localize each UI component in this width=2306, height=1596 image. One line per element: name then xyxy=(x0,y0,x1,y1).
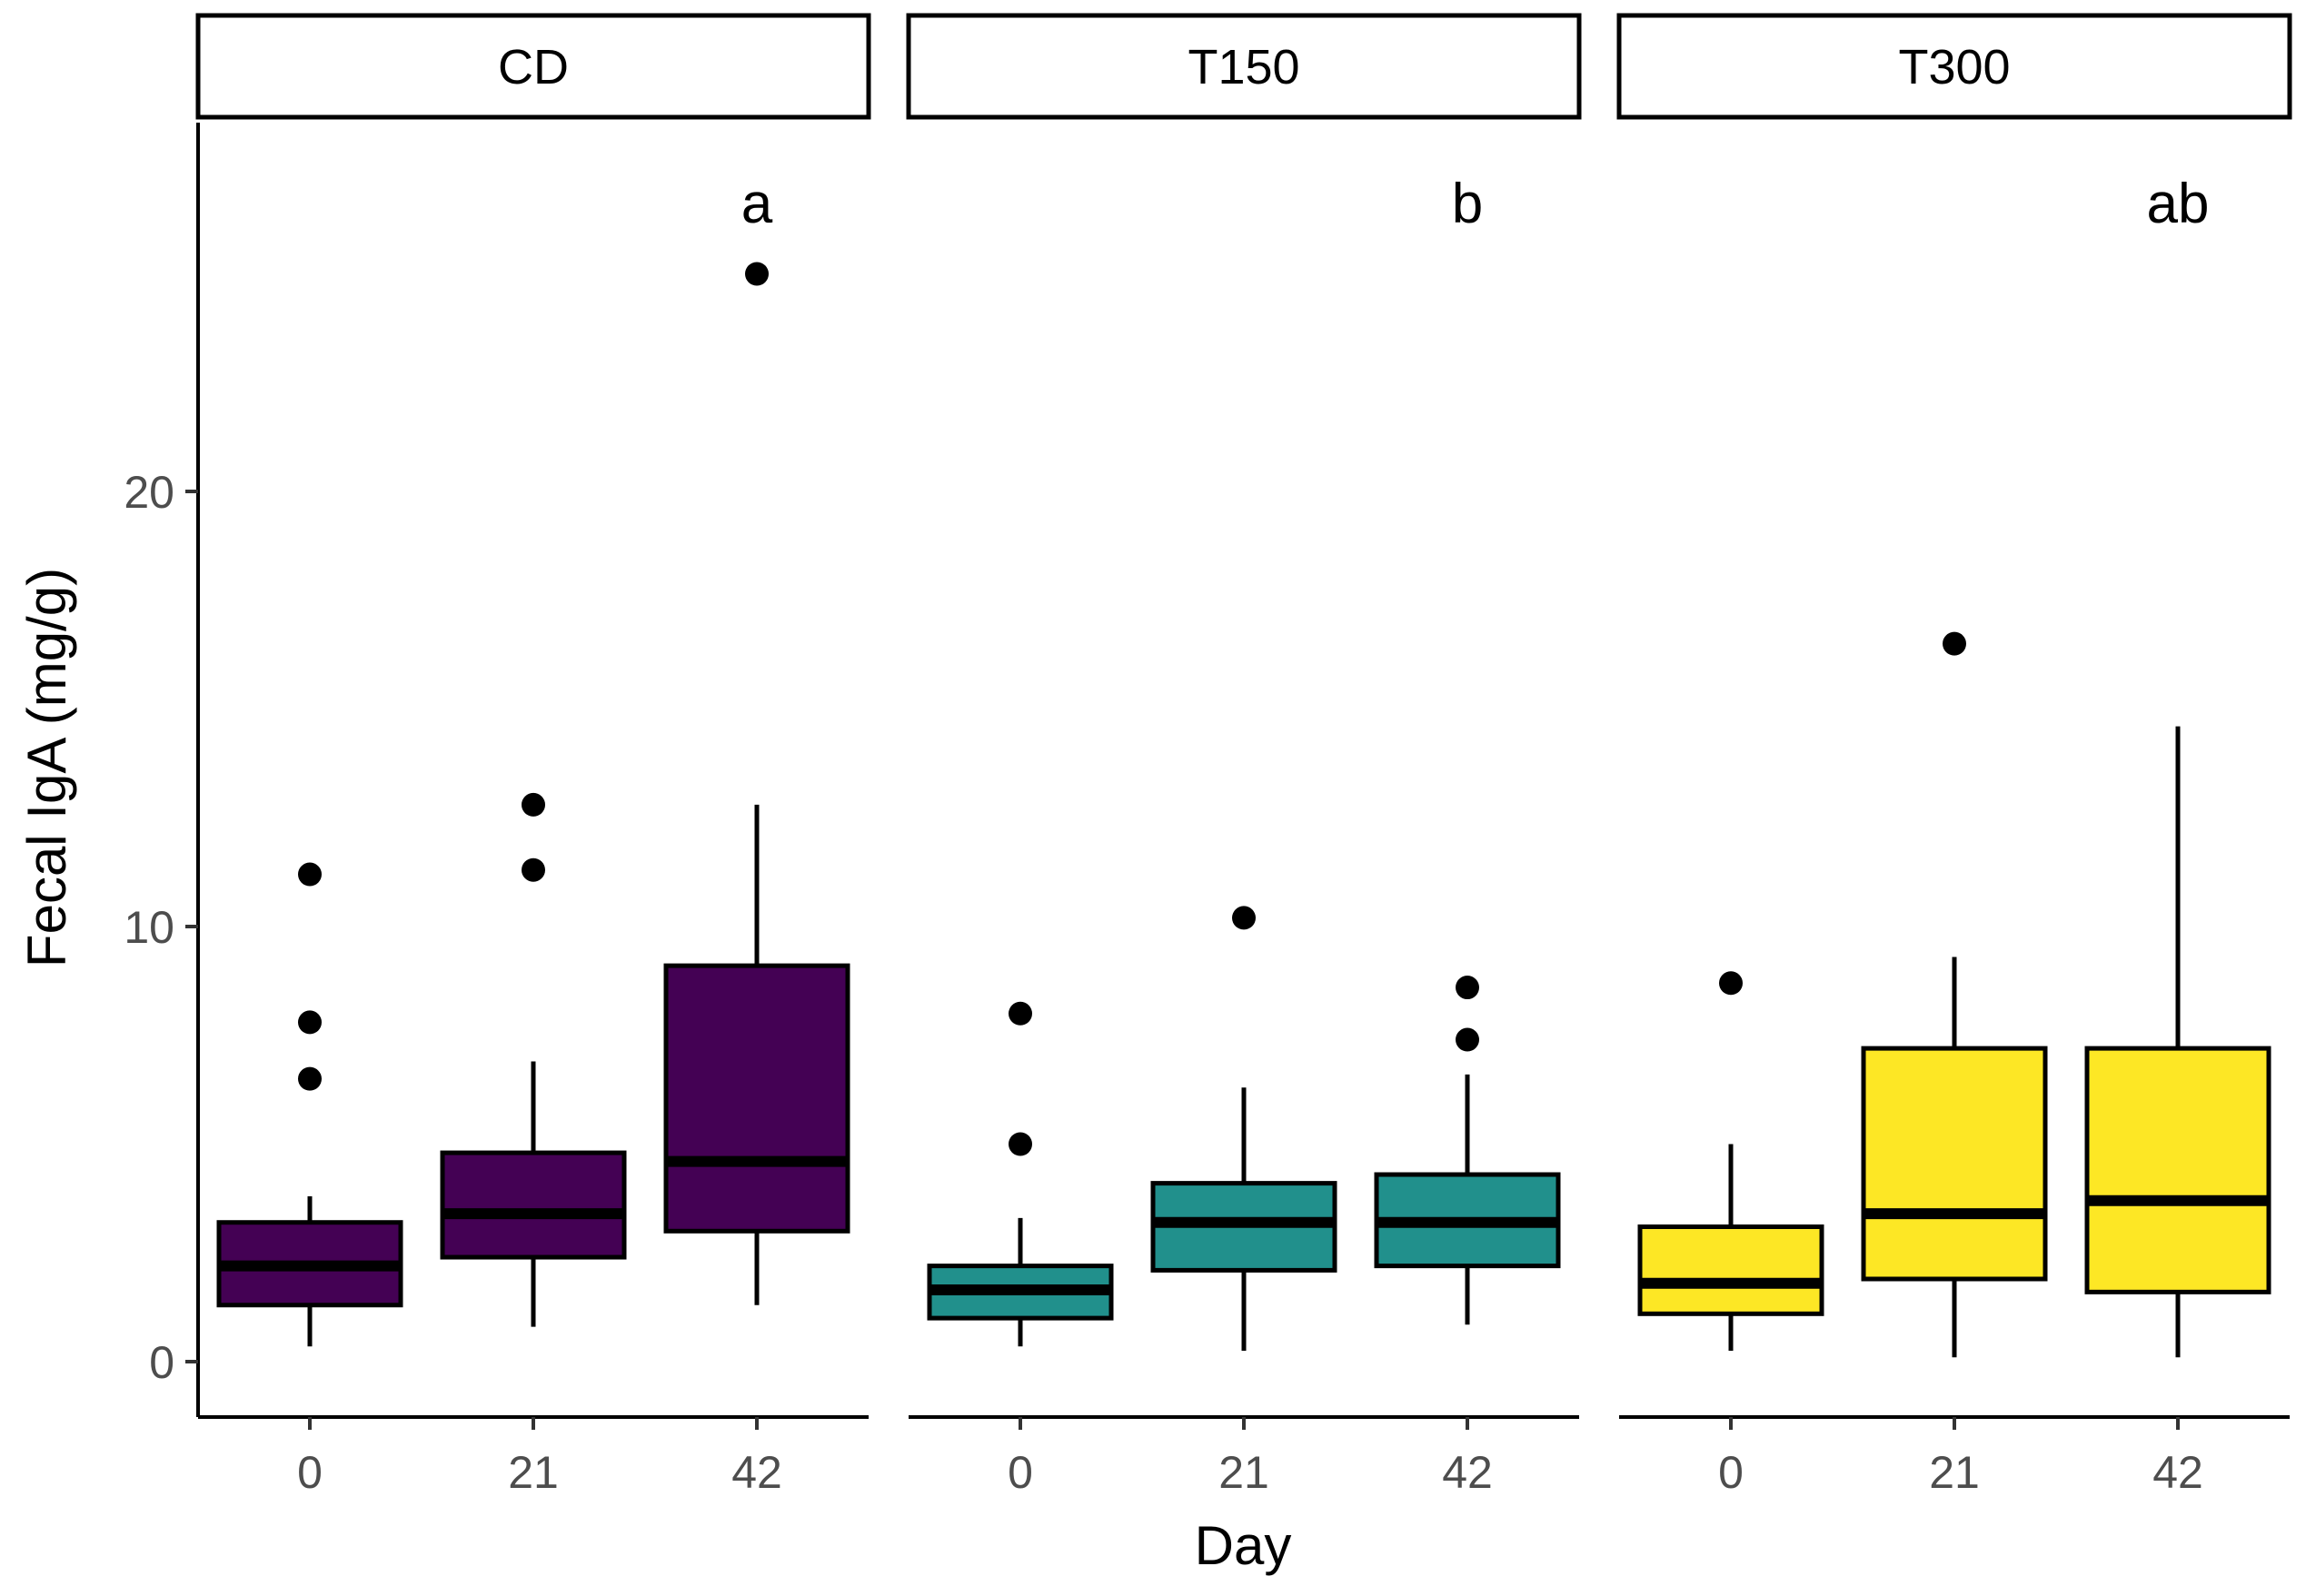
outlier-point xyxy=(522,857,545,882)
x-tick-label: 42 xyxy=(1442,1447,1493,1498)
outlier-point xyxy=(745,262,769,286)
outlier-point xyxy=(1232,906,1256,930)
x-tick-label: 21 xyxy=(508,1447,559,1498)
x-tick-label: 0 xyxy=(1008,1447,1033,1498)
box-group xyxy=(440,792,627,1327)
facet-strip xyxy=(906,13,1582,120)
box xyxy=(440,1150,627,1260)
outlier-point xyxy=(298,1010,322,1035)
outlier-point xyxy=(1719,971,1743,996)
box-group xyxy=(216,862,403,1347)
facet-strip xyxy=(1616,13,2292,120)
facet-strip-label: T300 xyxy=(1898,40,2010,94)
box xyxy=(663,963,850,1234)
outlier-point xyxy=(1456,1027,1479,1052)
y-tick-label: 10 xyxy=(124,902,174,953)
x-tick-label: 0 xyxy=(1718,1447,1744,1498)
significance-letter: ab xyxy=(2147,173,2210,235)
x-tick-label: 42 xyxy=(2152,1447,2203,1498)
box xyxy=(2084,1046,2271,1294)
boxplot-marks: a b ab xyxy=(216,173,2271,1358)
outlier-point xyxy=(298,862,322,887)
box-group xyxy=(927,1001,1114,1347)
box-group xyxy=(1374,976,1561,1325)
y-tick-label: 20 xyxy=(124,467,174,518)
facet-strip-label: T150 xyxy=(1188,40,1299,94)
y-tick-label: 0 xyxy=(149,1337,174,1388)
x-tick-label: 21 xyxy=(1929,1447,1980,1498)
box-group xyxy=(2084,726,2271,1358)
y-axis-label: Fecal IgA (mg/g) xyxy=(16,568,77,967)
x-tick-label: 42 xyxy=(731,1447,782,1498)
outlier-point xyxy=(1456,976,1479,1000)
outlier-point xyxy=(1009,1001,1032,1026)
axes: 0 10 20 0 21 42 0 21 42 0 21 42 xyxy=(124,123,2290,1498)
x-axis-label: Day xyxy=(1195,1515,1292,1576)
outlier-point xyxy=(522,792,545,817)
significance-letter: b xyxy=(1452,173,1483,235)
box-group xyxy=(1150,906,1337,1352)
facet-strips: CD T150 T300 xyxy=(195,13,2292,120)
facet-strip xyxy=(195,13,871,120)
chart-labels: Fecal IgA (mg/g) Day xyxy=(16,568,1291,1576)
outlier-point xyxy=(298,1066,322,1091)
box xyxy=(1861,1046,2048,1282)
outlier-point xyxy=(1009,1132,1032,1156)
box xyxy=(1637,1224,1824,1316)
significance-letter: a xyxy=(741,173,773,235)
facet-strip-label: CD xyxy=(498,40,569,94)
box-group xyxy=(1637,971,1824,1352)
x-tick-label: 0 xyxy=(297,1447,323,1498)
box-group xyxy=(1861,631,2048,1358)
box-group xyxy=(663,262,850,1305)
outlier-point xyxy=(1943,631,1966,656)
x-tick-label: 21 xyxy=(1218,1447,1269,1498)
